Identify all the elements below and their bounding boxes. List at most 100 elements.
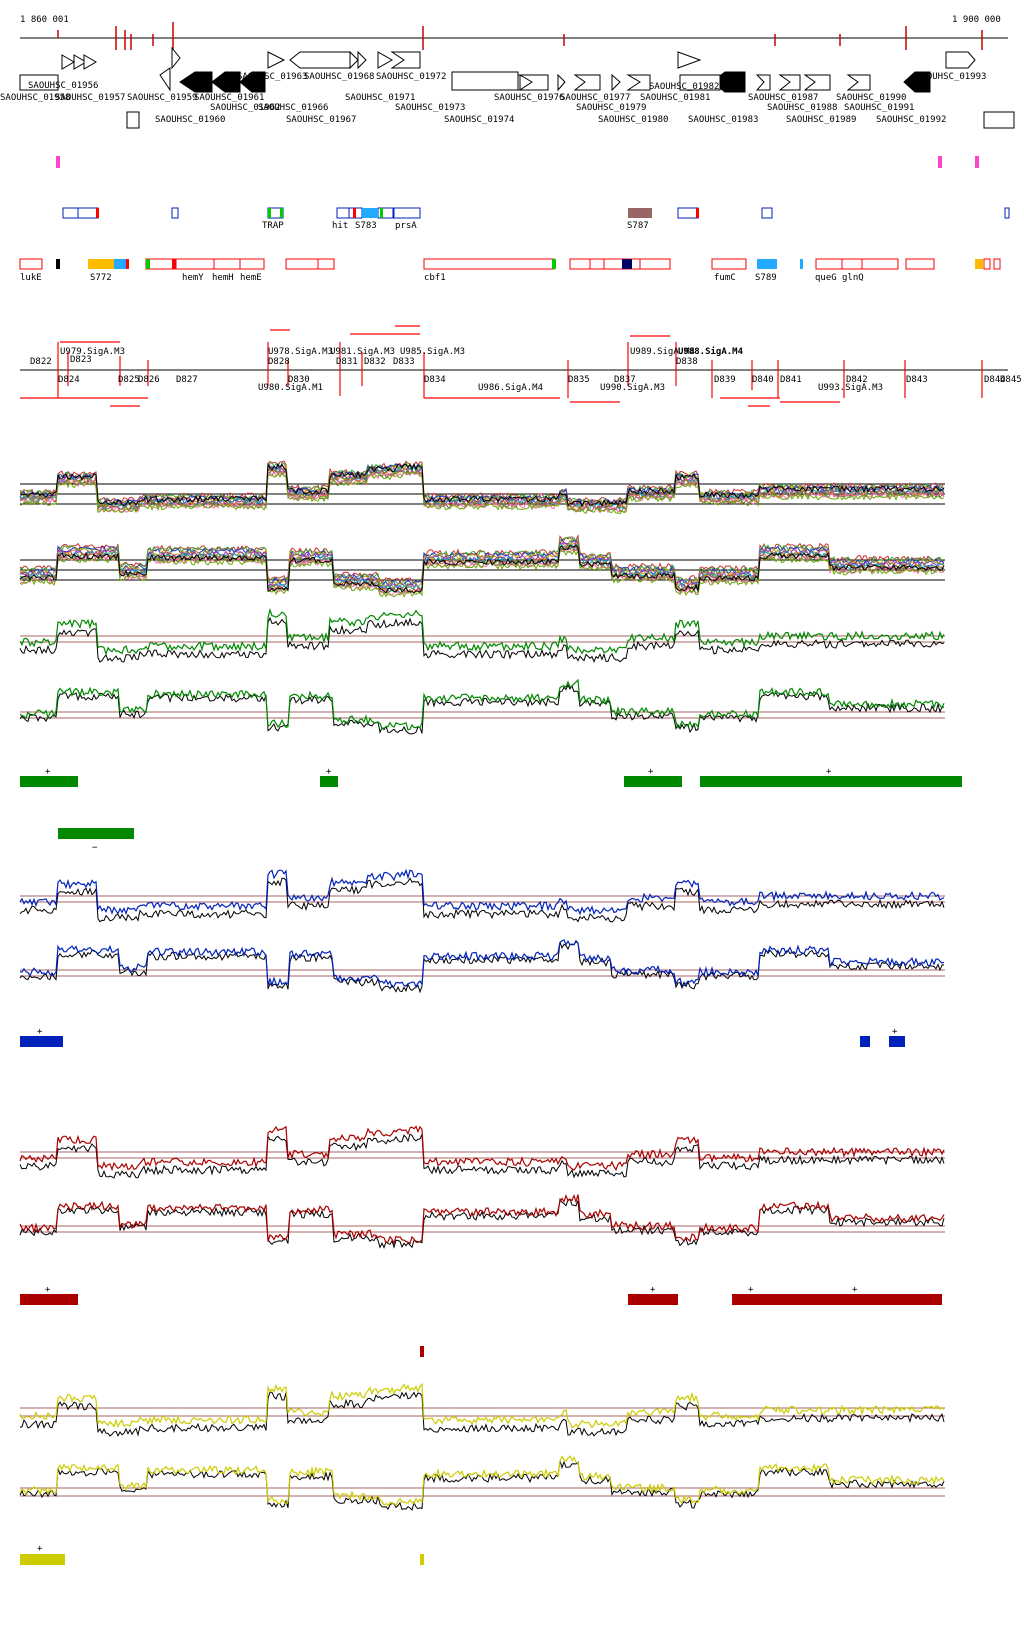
gene-label: SAOUHSC_01982 — [649, 82, 719, 92]
coordinate-ruler: 1 860 001 1 900 000 — [20, 15, 1008, 50]
upper-label: U988.SigA.M4 — [678, 346, 744, 357]
segment-sign: + — [326, 767, 332, 777]
lower-label: D840 — [752, 375, 774, 385]
red-panel: + + + + — [19, 1125, 945, 1357]
gene-label: SAOUHSC_01990 — [836, 93, 906, 103]
lower-label: D845 — [1000, 375, 1022, 385]
annotation-label: prsA — [395, 221, 417, 231]
gene-label: SAOUHSC_01957 — [55, 93, 125, 103]
red-feature-track: lukE S772 hemY hemH hemE cbf1 fumC S789 … — [19, 258, 1001, 283]
green-panel: + + + + − — [19, 607, 962, 853]
lower-label: D842 — [846, 375, 868, 385]
blue-feature-track: TRAP hit S783 prsA S787 — [62, 207, 1010, 231]
annotation-label: glnQ — [842, 273, 864, 283]
yellow-panel: + — [19, 1382, 945, 1565]
gene-label: SAOUHSC_01963 — [237, 72, 307, 82]
upper-label: D831 — [336, 357, 358, 367]
gene-label: SAOUHSC_01956 — [28, 81, 98, 91]
lower-label: U986.SigA.M4 — [478, 383, 543, 393]
upper-label: U978.SigA.M3 — [268, 347, 333, 357]
annotation-label: S787 — [627, 221, 649, 231]
lower-label: U990.SigA.M3 — [600, 383, 665, 393]
segment-sign: + — [37, 1027, 43, 1037]
lower-label: D822 — [30, 357, 52, 367]
annotation-label: S789 — [755, 273, 777, 283]
lower-label: D834 — [424, 375, 446, 385]
annotation-label: lukE — [20, 273, 42, 283]
upper-label: U979.SigA.M3 — [60, 347, 125, 357]
gene-label: SAOUHSC_01967 — [286, 115, 356, 125]
lower-label: U993.SigA.M3 — [818, 383, 883, 393]
upper-label: U989.SigA.M4 — [630, 347, 695, 357]
lower-label: D835 — [568, 375, 590, 385]
segment-sign: + — [892, 1027, 898, 1037]
gene-label: SAOUHSC_01987 — [748, 93, 818, 103]
gene-label: SAOUHSC_01991 — [844, 103, 914, 113]
gene-label: SAOUHSC_01962 — [210, 103, 280, 113]
coord-start: 1 860 001 — [20, 15, 69, 25]
annotation-label: S783 — [355, 221, 377, 231]
gene-label: SAOUHSC_01971 — [345, 93, 415, 103]
lower-label: D844 — [984, 375, 1006, 385]
gene-label: SAOUHSC_01974 — [444, 115, 514, 125]
upper-label: D833 — [393, 357, 415, 367]
annotation-label: TRAP — [262, 221, 284, 231]
lower-label: U980.SigA.M1 — [258, 383, 323, 393]
gene-label: SAOUHSC_01976 — [494, 93, 564, 103]
gene-label: SAOUHSC_01972 — [376, 72, 446, 82]
gene-label: SAOUHSC_01989 — [786, 115, 856, 125]
segment-sign: + — [748, 1285, 754, 1295]
gene-label: SAOUHSC_01961 — [194, 93, 264, 103]
upper-label: D832 — [364, 357, 386, 367]
gene-label: SAOUHSC_01966 — [258, 103, 328, 113]
annotation-label: S772 — [90, 273, 112, 283]
segment-sign: + — [826, 767, 832, 777]
annotation-label: hit — [332, 221, 348, 231]
annotation-label: hemY — [182, 273, 204, 283]
annotation-label: hemE — [240, 273, 262, 283]
upper-label: D828 — [268, 357, 290, 367]
multi-sample-track-bottom — [19, 533, 945, 598]
gene-label: SAOUHSC_01983 — [688, 115, 758, 125]
segment-sign: + — [852, 1285, 858, 1295]
upper-label: D838 — [676, 357, 698, 367]
coord-end: 1 900 000 — [952, 15, 1001, 25]
lower-label: D826 — [138, 375, 160, 385]
gene-label: SAOUHSC_01981 — [640, 93, 710, 103]
annotation-label: queG — [815, 273, 837, 283]
lower-label: D825 — [118, 375, 140, 385]
lower-label: D839 — [714, 375, 736, 385]
gene-label: SAOUHSC_01977 — [560, 93, 630, 103]
segment-sign: + — [45, 1285, 51, 1295]
gene-label: SAOUHSC_01960 — [155, 115, 225, 125]
segment-sign: − — [92, 843, 98, 853]
blue-panel: + + — [19, 868, 945, 1047]
gene-label: SAOUHSC_01980 — [598, 115, 668, 125]
upper-label: U985.SigA.M3 — [400, 347, 465, 357]
transcript-track: U979.SigA.M3 D823 U978.SigA.M3 U981.SigA… — [20, 325, 1022, 407]
lower-label: D827 — [176, 375, 198, 385]
upper-label: U981.SigA.M3 — [330, 347, 395, 357]
multi-sample-track-top — [19, 460, 945, 515]
gene-label: SAOUHSC_01959 — [127, 93, 197, 103]
gene-label: SAOUHSC_01993 — [916, 72, 986, 82]
gene-label: SAOUHSC_01973 — [395, 103, 465, 113]
gene-label: SAOUHSC_01958 — [0, 93, 70, 103]
lower-label: D830 — [288, 375, 310, 385]
annotation-label: cbf1 — [424, 273, 446, 283]
annotation-label: hemH — [212, 273, 234, 283]
gene-label: SAOUHSC_01968 — [304, 72, 374, 82]
gene-track: SAOUHSC_01956 SAOUHSC_01957 SAOUHSC_0195… — [0, 46, 1015, 129]
lower-label: D824 — [58, 375, 80, 385]
annotation-label: fumC — [714, 273, 736, 283]
lower-label: D841 — [780, 375, 802, 385]
lower-label: D843 — [906, 375, 928, 385]
gene-label: SAOUHSC_01992 — [876, 115, 946, 125]
segment-sign: + — [45, 767, 51, 777]
segment-sign: + — [648, 767, 654, 777]
magenta-marks — [56, 156, 979, 168]
lower-label: D837 — [614, 375, 636, 385]
gene-label: SAOUHSC_01979 — [576, 103, 646, 113]
segment-sign: + — [650, 1285, 656, 1295]
